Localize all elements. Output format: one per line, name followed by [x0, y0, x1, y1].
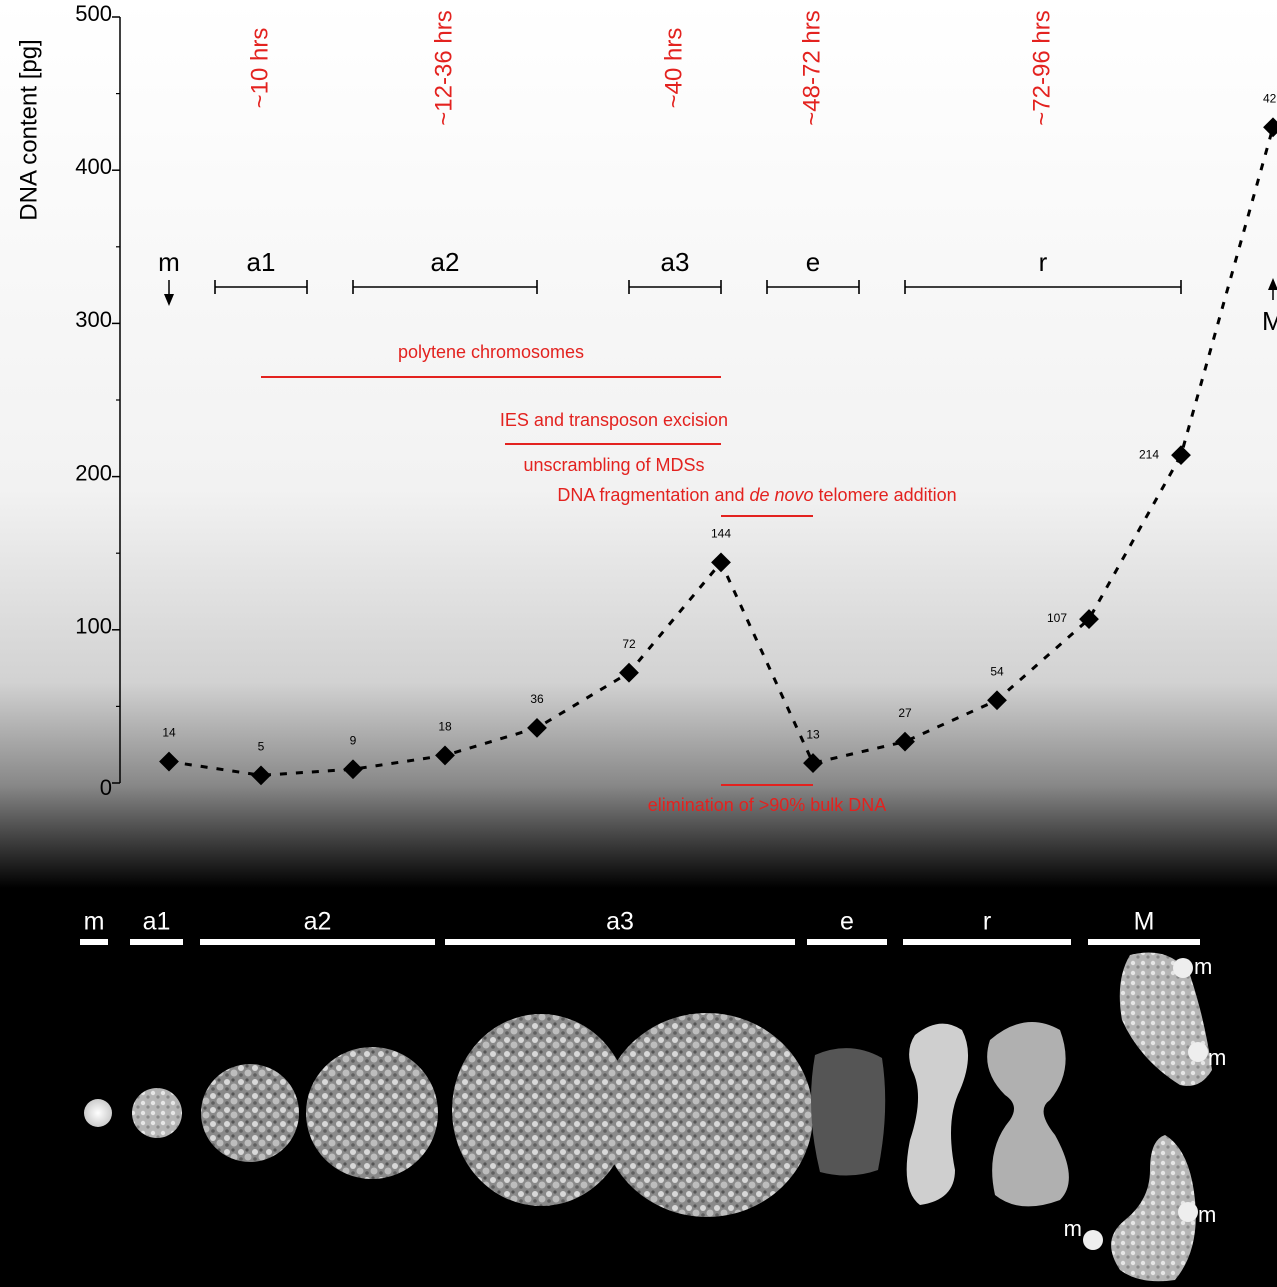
- nucleus: [811, 1048, 885, 1175]
- micronucleus-label: m: [1194, 954, 1212, 979]
- time-label: ~40 hrs: [660, 28, 687, 109]
- panel-bar: [200, 939, 435, 945]
- process-label: polytene chromosomes: [398, 342, 584, 362]
- panel-stage-label: m: [84, 908, 105, 936]
- figure: 0 100 200 300 400 500 DNA content [pg] ~10 hrs ~…: [0, 0, 1277, 1287]
- y-tick-label: 100: [75, 614, 112, 639]
- panel-stage-label: a3: [606, 908, 634, 936]
- panel-bar: [1088, 939, 1200, 945]
- value-label: 144: [711, 527, 731, 541]
- micronucleus-label: m: [1208, 1045, 1226, 1070]
- panel-stage-label: e: [840, 908, 854, 936]
- micronucleus: [1173, 958, 1193, 978]
- panel-bar: [807, 939, 887, 945]
- stage-label: e: [806, 247, 820, 277]
- panel-bar: [80, 939, 108, 945]
- value-label: 214: [1139, 447, 1159, 461]
- page: {"chart_data": { "type": "line", "y_labe…: [0, 0, 1277, 1287]
- process-label-part: DNA fragmentation and: [557, 485, 749, 505]
- y-tick-label: 300: [75, 307, 112, 332]
- process-label: elimination of >90% bulk DNA: [648, 795, 887, 815]
- y-tick-label: 500: [75, 1, 112, 26]
- value-label: 54: [990, 664, 1004, 678]
- stage-label: a1: [247, 247, 276, 277]
- value-label: 107: [1047, 611, 1067, 625]
- process-label-part: telomere addition: [814, 485, 957, 505]
- process-label-part: de novo: [749, 485, 813, 505]
- time-label: ~10 hrs: [246, 28, 273, 109]
- stage-label: a2: [431, 247, 460, 277]
- panel-bar: [445, 939, 795, 945]
- value-label: 428: [1263, 91, 1277, 105]
- micronucleus: [1188, 1042, 1208, 1062]
- stage-label: m: [158, 247, 180, 277]
- value-label: 36: [530, 692, 544, 706]
- micronucleus-label: m: [1064, 1216, 1082, 1241]
- nucleus: [132, 1088, 182, 1138]
- panel-bar: [903, 939, 1071, 945]
- stage-label: r: [1039, 247, 1048, 277]
- nucleus: [601, 1013, 813, 1217]
- stage-label: a3: [661, 247, 690, 277]
- value-label: 14: [162, 726, 176, 740]
- panel-stage-label: a1: [143, 908, 171, 936]
- micronucleus: [1178, 1202, 1198, 1222]
- panel-stage-label: r: [983, 908, 991, 936]
- panel-bar: [130, 939, 183, 945]
- micronucleus-label: m: [1198, 1202, 1216, 1227]
- time-label: ~48-72 hrs: [798, 10, 825, 125]
- y-tick-label: 200: [75, 460, 112, 485]
- y-tick-label: 400: [75, 154, 112, 179]
- stage-label: M: [1262, 306, 1277, 336]
- value-label: 18: [438, 720, 452, 734]
- value-label: 5: [258, 740, 265, 754]
- panel-stage-label: M: [1134, 908, 1155, 936]
- nucleus: [84, 1099, 112, 1127]
- process-label: DNA fragmentation and de novo telomere a…: [557, 485, 956, 505]
- time-label: ~12-36 hrs: [430, 10, 457, 125]
- micronucleus: [1083, 1230, 1103, 1250]
- nucleus: [306, 1047, 438, 1179]
- time-label: ~72-96 hrs: [1028, 10, 1055, 125]
- process-label: IES and transposon excision: [500, 410, 728, 430]
- panel-stage-label: a2: [304, 908, 332, 936]
- y-axis-label: DNA content [pg]: [15, 39, 42, 220]
- value-label: 9: [350, 733, 357, 747]
- value-label: 13: [806, 727, 820, 741]
- value-label: 27: [898, 706, 912, 720]
- value-label: 72: [622, 637, 636, 651]
- process-label: unscrambling of MDSs: [523, 455, 704, 475]
- y-tick-label: 0: [100, 775, 112, 800]
- nucleus: [201, 1064, 299, 1162]
